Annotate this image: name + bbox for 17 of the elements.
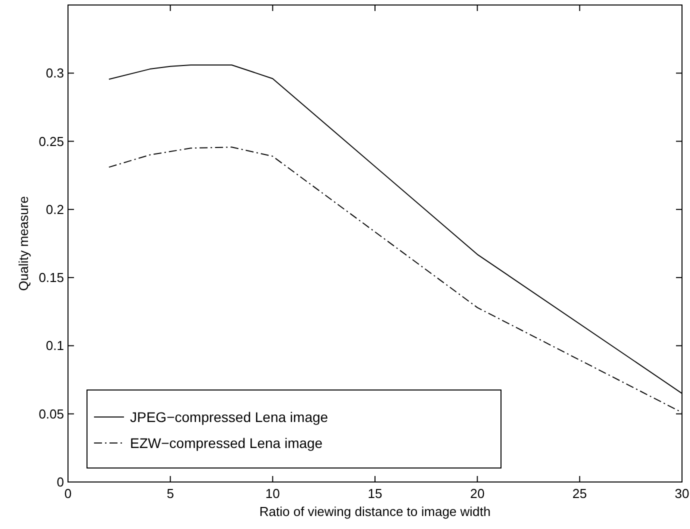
y-tick-label: 0.1 (46, 338, 64, 354)
y-tick-label: 0.2 (46, 202, 64, 217)
x-tick-label: 10 (265, 486, 280, 501)
y-tick-label: 0.15 (38, 270, 64, 286)
x-tick-label: 20 (470, 486, 485, 501)
y-axis-title: Quality measure (16, 196, 31, 291)
x-tick-label: 30 (674, 486, 690, 501)
y-tick-label: 0 (56, 474, 64, 490)
y-tick-label: 0.25 (38, 134, 64, 149)
x-tick-label: 5 (166, 486, 174, 501)
legend-label: JPEG−compressed Lena image (130, 409, 328, 425)
legend-label: EZW−compressed Lena image (130, 435, 323, 451)
y-tick-label: 0.05 (38, 406, 64, 422)
x-tick-label: 15 (368, 486, 382, 501)
y-tick-label: 0.3 (46, 66, 64, 81)
x-axis-title: Ratio of viewing distance to image width (259, 504, 491, 519)
x-tick-label: 25 (572, 486, 587, 501)
